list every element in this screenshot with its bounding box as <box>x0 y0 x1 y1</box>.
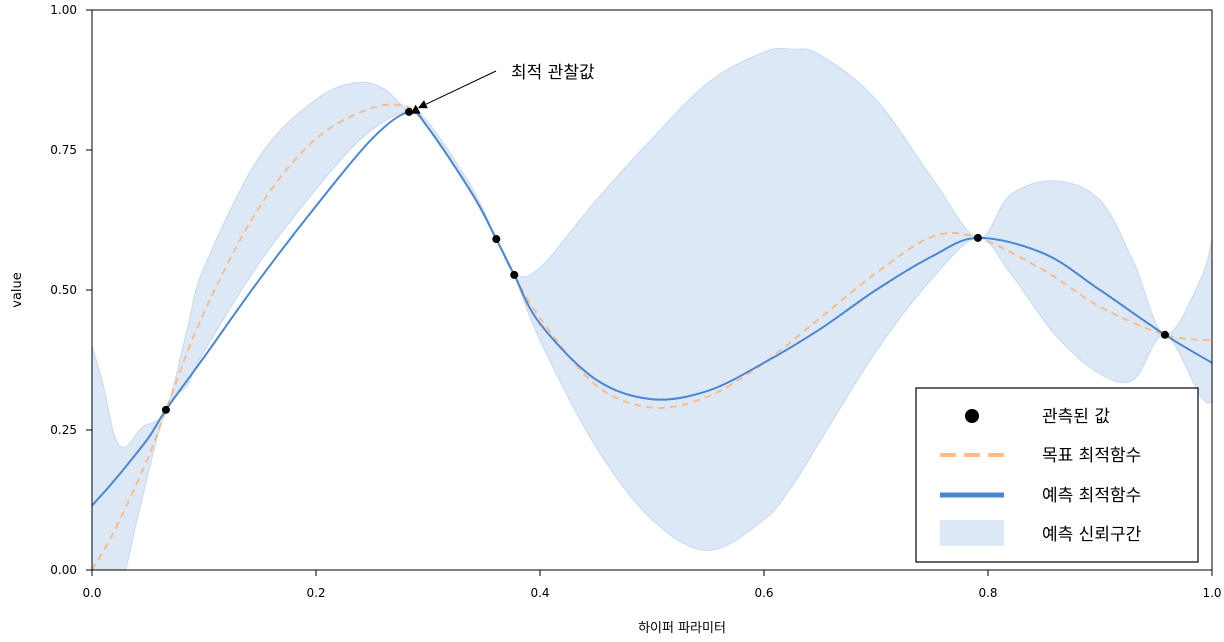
y-tick-label: 1.00 <box>50 3 77 17</box>
x-tick-label: 1.0 <box>1202 586 1221 600</box>
legend: 관측된 값 목표 최적함수 예측 최적함수 예측 신뢰구간 <box>915 387 1199 563</box>
annotation-label: 최적 관찰값 <box>511 63 595 83</box>
y-tick-label: 0.75 <box>50 143 77 157</box>
y-axis-ticks: 0.00 0.25 0.50 0.75 1.00 <box>50 3 92 577</box>
legend-label-predicted: 예측 최적함수 <box>1042 486 1141 506</box>
legend-item-predicted: 예측 최적함수 <box>940 486 1141 506</box>
y-tick-label: 0.25 <box>50 423 77 437</box>
legend-item-band: 예측 신뢰구간 <box>940 520 1142 546</box>
observed-point <box>161 405 170 414</box>
best-observation-marker <box>410 104 421 114</box>
x-tick-label: 0.8 <box>978 586 997 600</box>
observed-point <box>404 107 413 116</box>
legend-swatch-observed <box>965 409 979 423</box>
legend-label-target: 목표 최적함수 <box>1042 446 1141 466</box>
observation-points-layer <box>161 104 1169 414</box>
x-axis-label: 하이퍼 파라미터 <box>638 621 726 636</box>
legend-label-observed: 관측된 값 <box>1042 407 1110 427</box>
annotation-arrow <box>417 70 497 109</box>
observed-point <box>510 270 519 279</box>
legend-swatch-band <box>940 520 1004 546</box>
y-tick-label: 0.50 <box>50 283 77 297</box>
x-axis-ticks: 0.0 0.2 0.4 0.6 0.8 1.0 <box>82 570 1222 600</box>
x-tick-label: 0.6 <box>754 586 773 600</box>
y-axis-label: value <box>10 272 25 308</box>
legend-item-target: 목표 최적함수 <box>940 446 1141 466</box>
x-tick-label: 0.0 <box>82 586 101 600</box>
y-tick-label: 0.00 <box>50 563 77 577</box>
legend-label-band: 예측 신뢰구간 <box>1042 525 1142 545</box>
x-tick-label: 0.4 <box>530 586 549 600</box>
observed-point <box>973 233 982 242</box>
best-observation-annotation: 최적 관찰값 <box>417 63 595 109</box>
x-tick-label: 0.2 <box>306 586 325 600</box>
legend-item-observed: 관측된 값 <box>965 407 1110 427</box>
observed-point <box>1160 330 1169 339</box>
observed-point <box>492 235 501 244</box>
